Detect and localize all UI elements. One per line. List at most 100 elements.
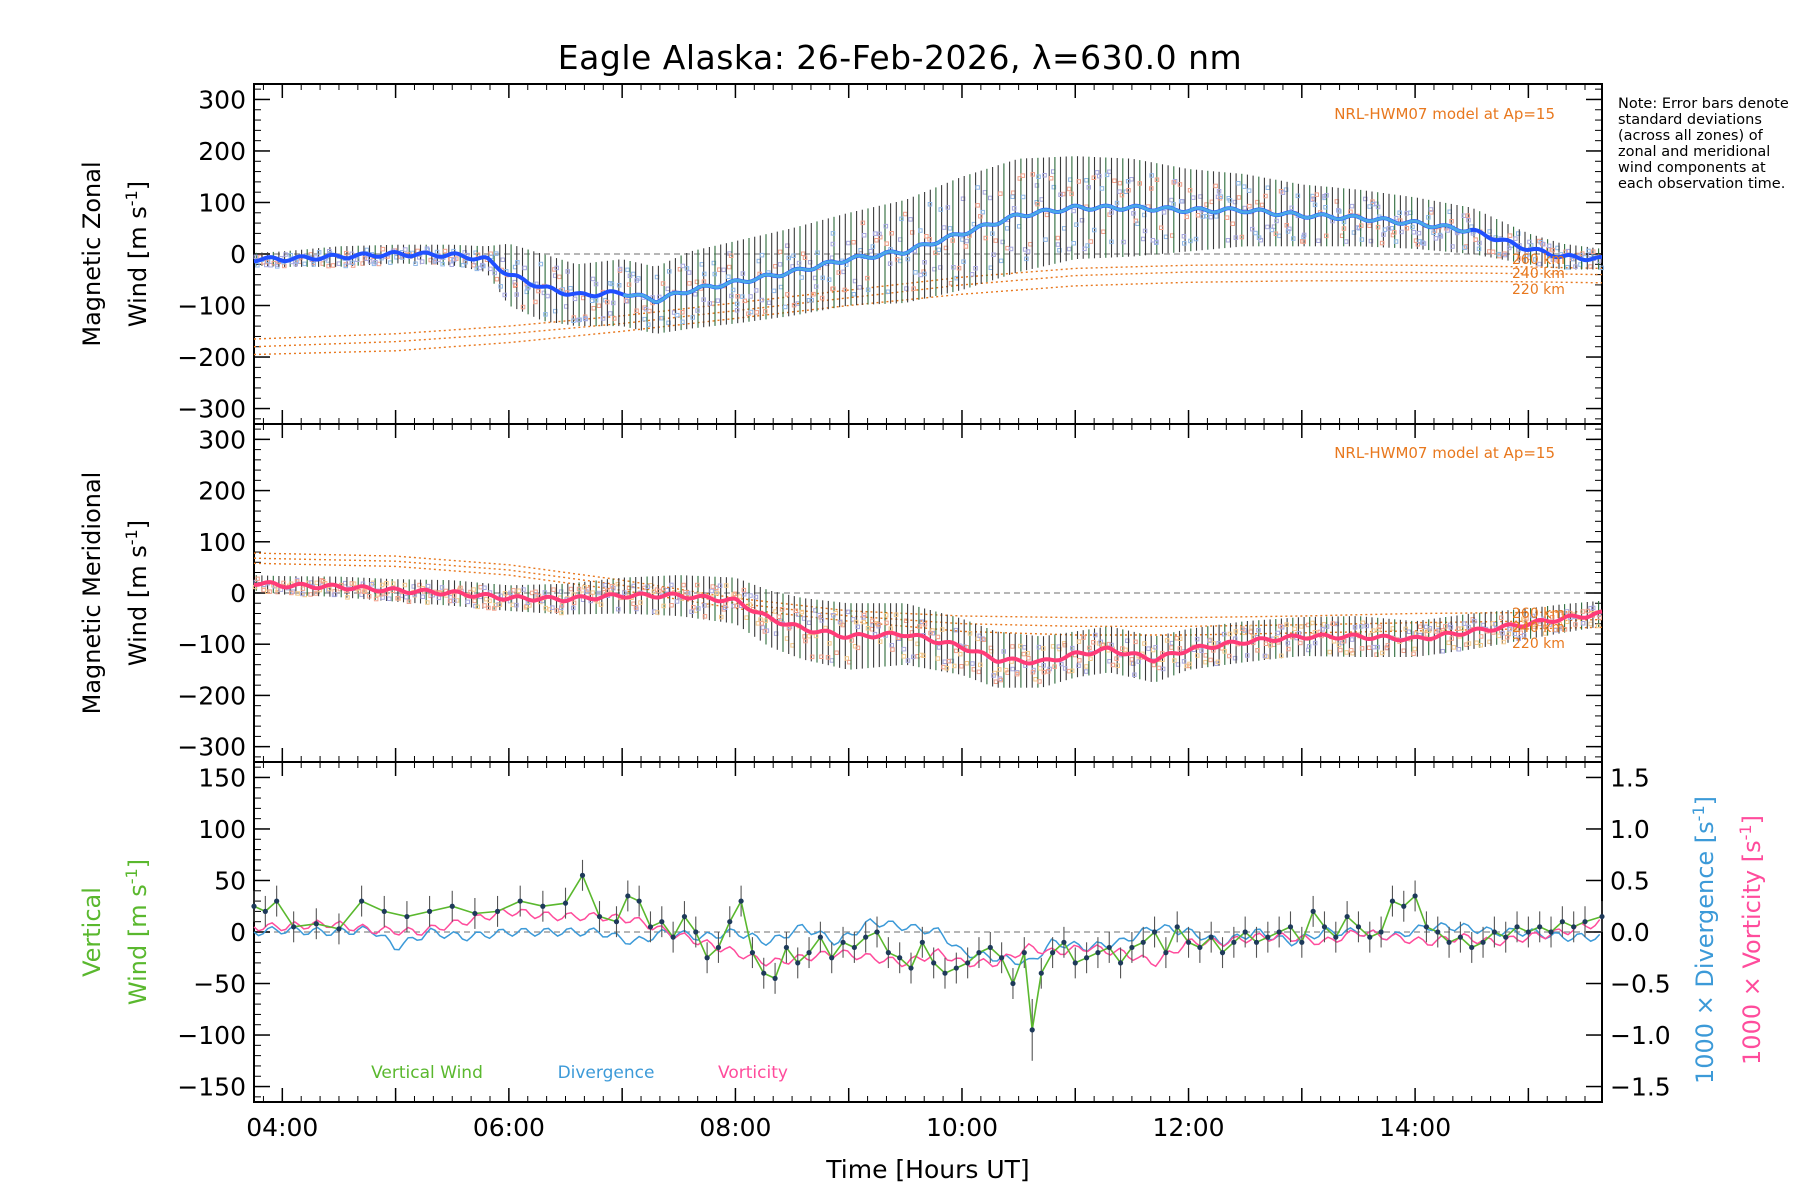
vertical-wind-point [727, 919, 733, 925]
meridional-zone-point [709, 588, 714, 594]
meridional-zone-point [468, 589, 473, 595]
zonal-zone-point [1169, 197, 1174, 203]
meridional-zone-point [1496, 633, 1502, 639]
legend-vertical-wind: Vertical Wind [371, 1063, 483, 1083]
zonal-zone-point [941, 225, 947, 230]
meridional-zone-point [759, 621, 764, 626]
vertical-y2tick-label: 1.5 [1610, 763, 1650, 792]
meridional-zone-point [1434, 629, 1439, 634]
meridional-zone-point [391, 581, 396, 586]
zonal-zone-point [715, 298, 720, 303]
zonal-ytick-label: −300 [177, 395, 246, 424]
zonal-zone-point [964, 238, 969, 244]
meridional-zone-point [1580, 609, 1585, 614]
meridional-zone-point [1349, 648, 1354, 653]
zonal-zone-point [899, 216, 904, 222]
vertical-wind-point [1525, 929, 1531, 935]
zonal-zone-point [1241, 184, 1247, 189]
meridional-zone-point [762, 629, 768, 634]
zonal-zone-point [1393, 215, 1399, 221]
zonal-zone-point [748, 309, 754, 315]
zonal-zone-point [956, 265, 962, 271]
meridional-zone-point [669, 603, 674, 608]
zonal-zone-point [502, 292, 507, 298]
zonal-zone-point [936, 247, 941, 253]
meridional-zone-point [1564, 619, 1570, 624]
zonal-zone-point [565, 269, 570, 274]
zonal-zone-point [625, 267, 630, 273]
zonal-model-alt-220: 220 km [1512, 282, 1565, 298]
meridional-zone-point [753, 594, 759, 600]
meridional-zone-point [681, 582, 686, 588]
meridional-zone-point [1164, 638, 1170, 643]
zonal-zone-point [947, 226, 953, 231]
meridional-zone-point [1057, 646, 1062, 652]
zonal-zone-point [1253, 230, 1258, 236]
meridional-zone-point [1227, 653, 1232, 659]
meridional-zone-point [300, 586, 306, 591]
meridional-zone-point [1169, 645, 1174, 650]
zonal-zone-point [344, 250, 349, 256]
vertical-wind-point [1599, 913, 1605, 920]
zonal-zone-point [488, 266, 493, 272]
meridional-zone-point [1306, 644, 1312, 649]
meridional-zone-point [855, 624, 860, 630]
meridional-zone-point [737, 594, 743, 599]
zonal-zone-point [727, 264, 732, 270]
zonal-zone-point [1310, 197, 1315, 202]
vorticity-ylabel-sup: -1 [1736, 824, 1755, 840]
vertical-wind-point [1514, 924, 1520, 930]
meridional-zone-point [1412, 646, 1417, 652]
meridional-zone-point [487, 598, 492, 604]
zonal-zone-point [543, 312, 548, 317]
zonal-zone-point [590, 276, 596, 282]
meridional-zone-point [1091, 640, 1096, 645]
meridional-zone-point [786, 626, 792, 631]
meridional-zone-point [1359, 624, 1364, 629]
zonal-zone-point [1218, 194, 1224, 199]
vertical-wind-point [1197, 944, 1203, 951]
zonal-zone-point [1071, 208, 1076, 214]
vertical-wind-point [851, 944, 857, 951]
zonal-zone-point [388, 260, 393, 265]
meridional-zone-point [819, 654, 824, 659]
zonal-zone-point [778, 284, 784, 290]
zonal-zone-point [1404, 226, 1410, 231]
meridional-zone-point [691, 605, 696, 610]
vertical-wind-point [562, 900, 569, 906]
zonal-zone-point [1277, 233, 1282, 239]
vertical-wind-point [1038, 970, 1044, 976]
vertical-y2tick-label: 0.5 [1610, 866, 1650, 895]
zonal-zone-point [687, 281, 692, 286]
zonal-zone-point [796, 260, 802, 266]
zonal-zone-point [983, 235, 988, 241]
zonal-zone-point [1417, 239, 1423, 244]
meridional-zone-point [369, 582, 374, 587]
meridional-zone-point [1115, 663, 1120, 668]
zonal-zone-point [695, 308, 700, 313]
zonal-zone-point [1274, 218, 1279, 224]
zonal-zone-point [1172, 179, 1178, 184]
meridional-zone-point [825, 655, 831, 660]
zonal-zone-point [1117, 180, 1123, 186]
meridional-zone-point [723, 583, 729, 588]
meridional-zone-point [1169, 640, 1175, 646]
zonal-zone-point [1404, 211, 1409, 216]
meridional-zone-point [655, 610, 660, 615]
meridional-zone-point [742, 592, 747, 597]
meridional-zone-point [1026, 656, 1031, 661]
vertical-wind-point [863, 934, 869, 940]
meridional-zone-point [884, 620, 889, 626]
zonal-zone-point [593, 298, 599, 303]
meridional-ylabel-line1: Magnetic Meridional [78, 472, 106, 715]
vertical-wind-point [1140, 939, 1146, 945]
vertical-ytick-label: −50 [193, 970, 246, 999]
meridional-zone-point [1275, 630, 1281, 636]
meridional-zone-point [395, 596, 400, 601]
zonal-zone-point [865, 287, 871, 293]
meridional-zone-point [1059, 661, 1064, 667]
meridional-zone-point [1233, 629, 1239, 634]
divergence-ylabel-close: ] [1691, 796, 1719, 805]
meridional-ytick-label: 300 [198, 425, 246, 454]
meridional-zone-point [638, 600, 643, 605]
